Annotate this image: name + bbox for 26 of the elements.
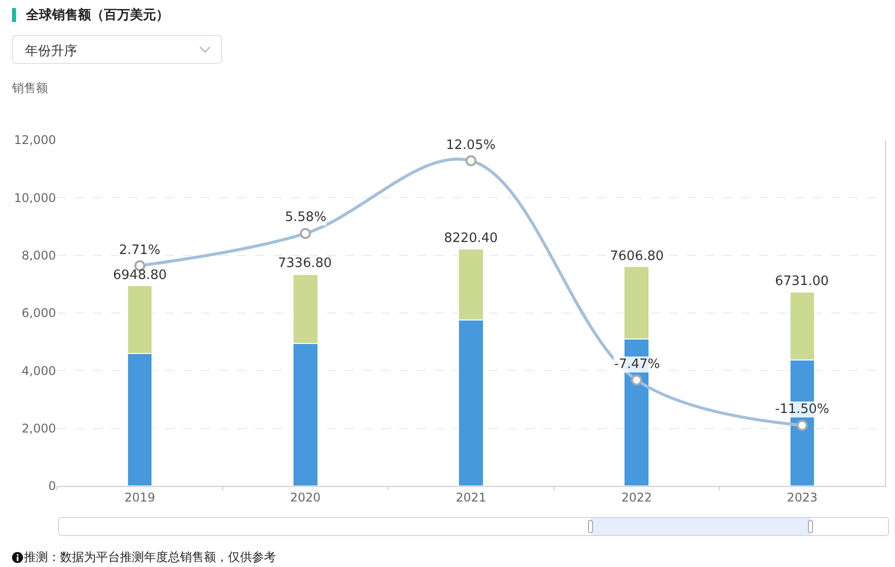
dropdown: 年份升序 bbox=[12, 35, 222, 64]
data-label: 5.58% bbox=[285, 210, 326, 225]
text: 推测：数据为平台推测年度总销售额，仅供参考 bbox=[24, 549, 276, 566]
total-label: 6731.00 bbox=[775, 274, 829, 289]
chart-title: 全球销售额（百万美元） bbox=[26, 6, 169, 24]
data-label: 2.71% bbox=[119, 243, 160, 258]
x-tick-label: 2023 bbox=[786, 490, 818, 504]
y-tick-label: 8,000 bbox=[22, 248, 56, 263]
x-tick-label: 2020 bbox=[290, 490, 321, 504]
data-label: -11.50% bbox=[775, 402, 830, 417]
y-tick-label: 10,000 bbox=[14, 190, 56, 205]
x-tick-label: 2019 bbox=[124, 490, 156, 504]
y-tick-label: 0 bbox=[48, 479, 56, 494]
total-label: 8220.40 bbox=[444, 231, 498, 246]
total-label: 6948.80 bbox=[113, 268, 167, 283]
y-tick-label: 6,000 bbox=[22, 306, 56, 320]
y-tick-label: 4,000 bbox=[22, 364, 56, 378]
x-tick-label: 2022 bbox=[621, 490, 652, 504]
x-tick-label: 2021 bbox=[456, 490, 486, 504]
data-label: 12.05% bbox=[446, 138, 496, 153]
y-tick-label: 2,000 bbox=[22, 422, 56, 436]
total-label: 7336.80 bbox=[278, 256, 332, 271]
y-tick-label: 12,000 bbox=[14, 133, 56, 148]
y-axis-title: 销售额 bbox=[12, 80, 48, 97]
total-label: 7606.80 bbox=[610, 249, 664, 264]
data-label: -7.47% bbox=[614, 357, 660, 372]
